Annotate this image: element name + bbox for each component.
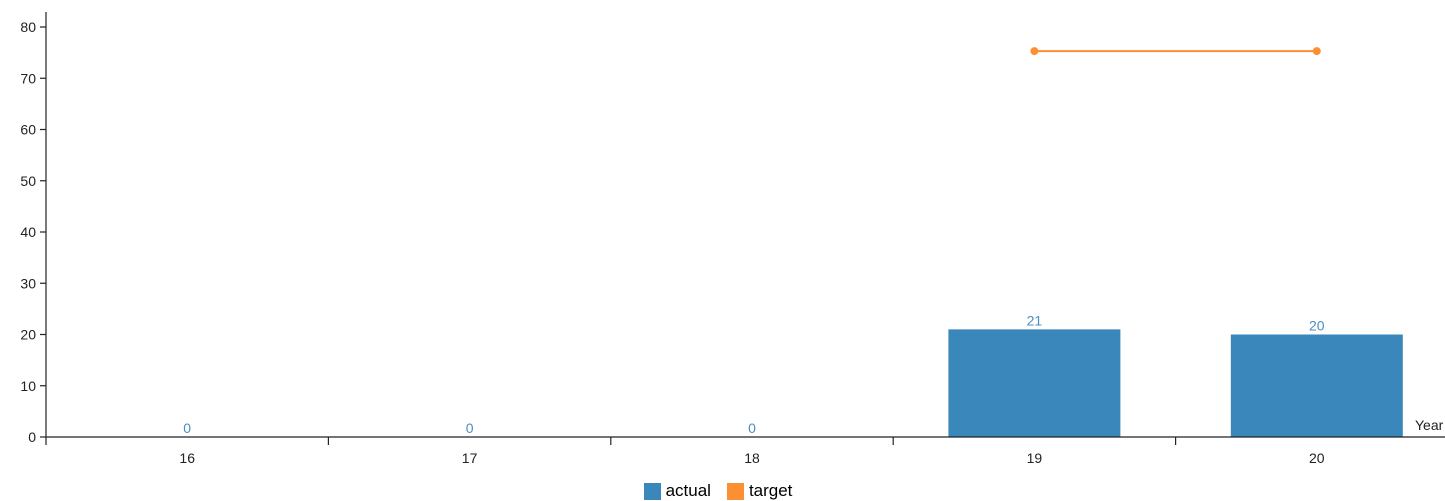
y-tick-label: 80 [20, 19, 36, 35]
bar-actual[interactable] [1230, 334, 1403, 438]
bar-data-label: 0 [183, 420, 191, 436]
x-tick-label: 17 [462, 450, 478, 466]
legend: actual target [0, 481, 1436, 501]
y-tick-label: 40 [20, 224, 36, 240]
y-tick-label: 10 [20, 378, 36, 394]
x-tick-label: 18 [744, 450, 760, 466]
y-tick-label: 0 [28, 429, 36, 445]
legend-swatch-actual [643, 482, 661, 500]
target-point[interactable] [1312, 47, 1321, 56]
bar-data-label: 20 [1309, 318, 1325, 334]
y-tick-label: 20 [20, 327, 36, 343]
x-tick-label: 19 [1027, 450, 1043, 466]
x-tick-label: 16 [179, 450, 195, 466]
legend-label-actual: actual [665, 481, 711, 500]
legend-swatch-target [726, 482, 744, 500]
y-tick-label: 30 [20, 275, 36, 291]
legend-item-target[interactable]: target [726, 481, 793, 501]
x-tick-label: 20 [1309, 450, 1325, 466]
legend-item-actual[interactable]: actual [643, 481, 711, 501]
y-tick-label: 70 [20, 70, 36, 86]
x-axis-title: Year [1415, 417, 1444, 433]
bar-data-label: 21 [1027, 312, 1043, 328]
y-tick-label: 50 [20, 173, 36, 189]
target-point[interactable] [1030, 47, 1039, 56]
bar-data-label: 0 [748, 420, 756, 436]
bar-actual[interactable] [948, 329, 1121, 437]
y-tick-label: 60 [20, 122, 36, 138]
bar-data-label: 0 [466, 420, 474, 436]
legend-label-target: target [748, 481, 793, 500]
